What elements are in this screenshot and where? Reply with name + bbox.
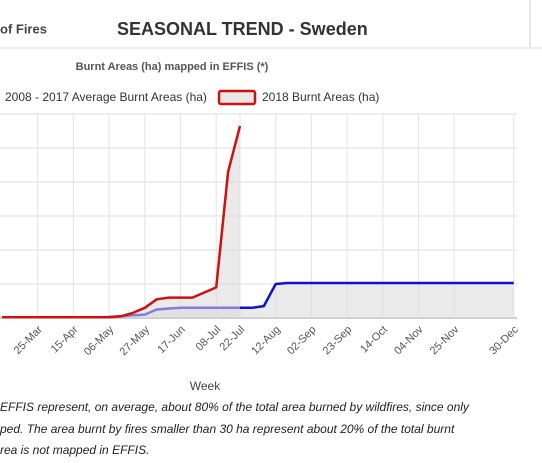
footnote: rea is not mapped in EFFIS. (0, 443, 149, 457)
footnote: ped. The area burnt by fires smaller tha… (0, 422, 455, 436)
footnote: EFFIS represent, on average, about 80% o… (0, 400, 470, 414)
x-tick-label: 30-Dec (487, 323, 521, 357)
x-tick-label: 15-Apr (49, 323, 81, 355)
x-axis-label: Week (190, 379, 221, 393)
x-tick-label: 04-Nov (392, 323, 426, 357)
legend-label: 2018 Burnt Areas (ha) (262, 90, 379, 104)
area-fill (2, 125, 240, 319)
legend-label: 2008 - 2017 Average Burnt Areas (ha) (5, 90, 207, 104)
x-tick-label: 02-Sep (285, 324, 319, 358)
x-tick-label: 17-Jun (155, 324, 187, 356)
page-title: SEASONAL TREND - Sweden (117, 19, 368, 39)
plot-area (0, 113, 517, 319)
x-tick-label: 25-Mar (12, 323, 45, 356)
x-tick-label: 27-May (118, 323, 153, 358)
x-tick-label: 14-Oct (358, 324, 390, 356)
chart-subtitle: Burnt Areas (ha) mapped in EFFIS (*) (76, 61, 269, 73)
tab-label[interactable]: of Fires (0, 21, 47, 36)
x-tick-label: 06-May (82, 323, 117, 358)
series-line (2, 125, 242, 319)
x-tick-label: 08-Jul (194, 324, 224, 354)
x-tick-label: 12-Aug (249, 324, 283, 358)
x-tick-label: 25-Nov (428, 323, 462, 357)
x-tick-label: 23-Sep (321, 324, 355, 358)
legend-swatch (217, 89, 257, 106)
x-tick-label: 22-Jul (217, 324, 247, 354)
area-fill (2, 283, 514, 318)
